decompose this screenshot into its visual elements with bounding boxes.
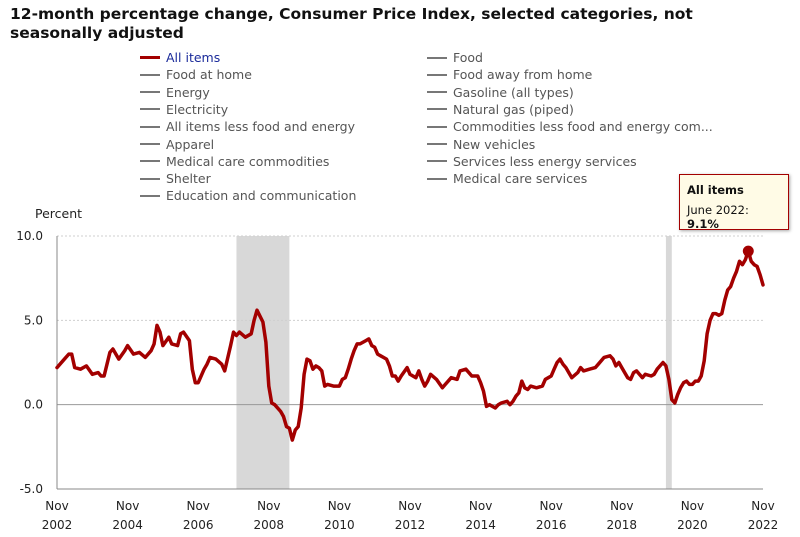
y-tick-label: 10.0 [16,229,43,243]
x-tick-year: 2006 [183,518,214,532]
x-tick-month: Nov [610,499,633,513]
legend-label: Food [453,50,483,65]
x-tick-month: Nov [539,499,562,513]
x-tick-year: 2020 [677,518,708,532]
series-layer [55,245,765,442]
legend-swatch [140,194,160,197]
x-tick-year: 2018 [607,518,638,532]
legend-swatch [427,91,447,94]
tooltip-title: All items [687,183,744,197]
legend-swatch [427,108,447,111]
legend-item[interactable]: Services less energy services [427,154,637,169]
x-tick-year: 2002 [42,518,73,532]
legend-swatch [140,143,160,145]
legend-item[interactable]: Commodities less food and energy com... [427,119,713,134]
legend-swatch [427,143,447,145]
legend-swatch [140,108,160,111]
legend-item[interactable]: Natural gas (piped) [427,102,574,117]
legend-label: Electricity [166,101,229,117]
legend-item[interactable]: Apparel [140,137,214,152]
legend-swatch [427,160,447,163]
legend-label: Education and communication [166,188,357,204]
legend-swatch [427,125,447,128]
recession-bands [236,236,672,489]
legend-label: Medical care services [453,171,588,187]
legend-label: Medical care commodities [166,153,330,169]
legend-label: All items less food and energy [166,119,356,135]
x-tick-year: 2004 [112,518,143,532]
legend-label: Services less energy services [453,153,637,169]
highlight-point [742,245,754,257]
legend-item[interactable]: Food [427,50,483,65]
x-tick-month: Nov [328,499,351,513]
legend-item[interactable]: All items less food and energy [140,119,355,134]
x-tick-month: Nov [116,499,139,513]
legend-item[interactable]: New vehicles [427,137,535,152]
tooltip-label: June 2022: [687,203,749,217]
legend-swatch [140,125,160,128]
legend-item[interactable]: Shelter [140,171,211,186]
chart-title: 12-month percentage change, Consumer Pri… [10,5,693,42]
x-tick-month: Nov [469,499,492,513]
x-tick-year: 2016 [536,518,567,532]
legend-label: Food away from home [453,67,593,83]
x-tick-year: 2022 [748,518,779,532]
legend-item[interactable]: Medical care commodities [140,154,329,169]
x-tick-month: Nov [257,499,280,513]
legend-item[interactable]: Education and communication [140,188,356,203]
y-axis-label: Percent [35,206,82,221]
legend-swatch [140,177,160,180]
y-tick-label: 0.0 [24,398,43,412]
legend-item[interactable]: Electricity [140,102,228,117]
legend-swatch [427,177,447,180]
legend-swatch [140,160,160,163]
legend-label: All items [166,50,221,65]
legend-swatch [140,56,160,59]
x-tick-month: Nov [751,499,774,513]
tooltip-body: June 2022: 9.1% [687,203,781,231]
x-tick-year: 2010 [324,518,355,532]
x-tick-year: 2008 [254,518,285,532]
legend-label: Commodities less food and energy com... [453,119,713,135]
x-tick-year: 2014 [465,518,496,532]
tooltip-value: 9.1% [687,217,719,231]
legend-item[interactable]: Gasoline (all types) [427,85,574,100]
recession-band [236,236,290,489]
legend-label: Natural gas (piped) [453,101,574,117]
series-line [55,249,765,442]
grid-lines [57,235,763,406]
x-tick-month: Nov [398,499,421,513]
legend-label: Apparel [166,136,215,152]
legend-label: Energy [166,84,210,100]
legend-swatch [427,56,447,59]
tooltip: All items June 2022: 9.1% [679,174,789,231]
legend-item[interactable]: Medical care services [427,171,587,186]
legend-label: Gasoline (all types) [453,84,574,100]
legend-swatch [140,73,160,76]
axes: 10.0 5.0 0.0 -5.0 Percent Nov 2002 Nov 2004 Nov 20… [16,206,778,532]
legend-item[interactable]: All items [140,50,220,65]
y-tick-label: 5.0 [24,313,43,327]
legend-item[interactable]: Food at home [140,67,252,82]
recession-band [665,236,672,489]
legend-swatch [427,73,447,76]
legend-label: Food at home [166,67,252,83]
legend-label: New vehicles [453,136,536,152]
legend-swatch [140,91,160,94]
legend-item[interactable]: Energy [140,85,210,100]
x-tick-month: Nov [681,499,704,513]
legend-item[interactable]: Food away from home [427,67,592,82]
x-tick-month: Nov [45,499,68,513]
x-tick-month: Nov [186,499,209,513]
legend-label: Shelter [166,171,211,187]
y-tick-label: -5.0 [20,482,43,496]
x-tick-year: 2012 [395,518,426,532]
